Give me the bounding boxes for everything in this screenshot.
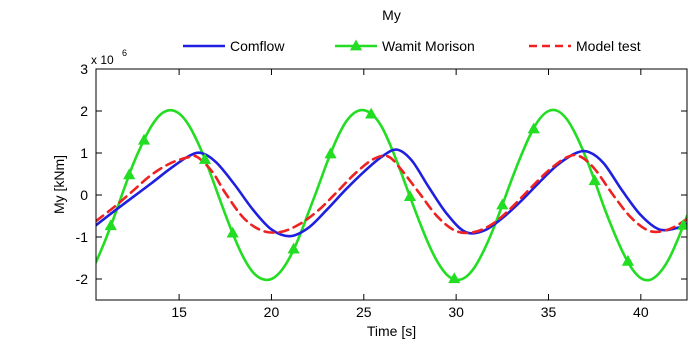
series-line-wamit-morison bbox=[96, 108, 687, 282]
series-marker-wamit-morison bbox=[287, 242, 300, 254]
y-tick-label: 3 bbox=[80, 61, 88, 77]
series-marker-wamit-morison bbox=[621, 254, 634, 266]
y-multiplier-label: x 10 bbox=[91, 53, 114, 67]
y-tick-label: -2 bbox=[76, 271, 89, 287]
series-layer bbox=[96, 107, 687, 284]
series-marker-wamit-morison bbox=[403, 190, 417, 202]
chart-title: My bbox=[382, 7, 401, 23]
y-tick-label: 0 bbox=[80, 187, 88, 203]
legend-label-model-test: Model test bbox=[576, 38, 641, 54]
series-marker-wamit-morison bbox=[365, 107, 378, 119]
series-marker-wamit-morison bbox=[104, 219, 117, 231]
series-marker-wamit-morison bbox=[496, 198, 509, 210]
series-marker-wamit-morison bbox=[198, 153, 212, 164]
series-marker-wamit-morison bbox=[226, 226, 239, 238]
y-axis-label: My [kNm] bbox=[51, 155, 67, 214]
tick-layer: 15 20 25 30 35 40 -2 -1 0 1 2 3 bbox=[76, 61, 687, 320]
x-tick-label: 40 bbox=[633, 304, 649, 320]
y-tick-label: 1 bbox=[80, 145, 88, 161]
y-multiplier-exponent: 6 bbox=[122, 48, 127, 58]
x-tick-label: 25 bbox=[356, 304, 372, 320]
legend-label-wamit-morison: Wamit Morison bbox=[382, 38, 475, 54]
series-marker-wamit-morison bbox=[677, 218, 687, 230]
x-tick-label: 30 bbox=[448, 304, 464, 320]
y-tick-label: 2 bbox=[80, 103, 88, 119]
series-marker-wamit-morison bbox=[123, 168, 136, 180]
legend-marker-wamit-morison bbox=[349, 39, 363, 51]
series-marker-wamit-morison bbox=[588, 174, 601, 186]
legend: Comflow Wamit Morison Model test bbox=[183, 38, 641, 54]
y-tick-label: -1 bbox=[76, 229, 89, 245]
series-marker-wamit-morison bbox=[448, 272, 461, 284]
x-axis-label: Time [s] bbox=[367, 323, 416, 339]
series-marker-wamit-morison bbox=[527, 122, 540, 134]
series-marker-wamit-morison bbox=[324, 147, 337, 159]
x-tick-label: 20 bbox=[264, 304, 280, 320]
series-line-model-test bbox=[96, 153, 687, 235]
legend-label-comflow: Comflow bbox=[230, 38, 285, 54]
series-marker-wamit-morison bbox=[137, 133, 151, 145]
plot-frame bbox=[95, 68, 688, 301]
series-line-comflow bbox=[96, 148, 687, 238]
x-tick-label: 35 bbox=[541, 304, 557, 320]
x-tick-label: 15 bbox=[171, 304, 187, 320]
